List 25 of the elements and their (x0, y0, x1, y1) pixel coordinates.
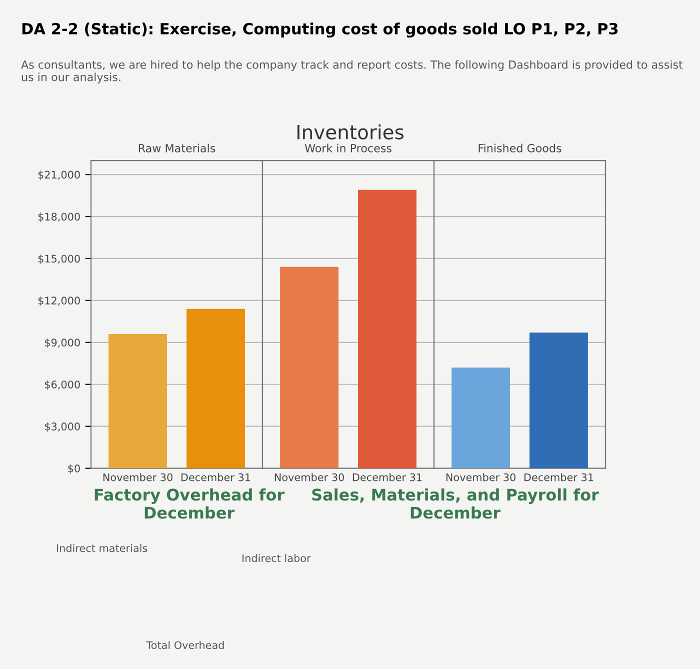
y-tick-label: $0 (68, 464, 80, 474)
text: Indirect materials (57, 544, 148, 552)
y-tick-label: $6,000 (45, 380, 80, 390)
x-tick-label: December 31 (352, 473, 422, 482)
text: Factory Overhead for December (94, 488, 285, 519)
chart-title: Work in Process (304, 144, 392, 152)
text: Sales, Materials, and Payroll for December (312, 488, 599, 519)
x-tick-label: December 31 (181, 473, 250, 482)
y-tick-label: $3,000 (45, 422, 80, 432)
chart-title: Raw Materials (138, 144, 216, 152)
y-tick-label: $9,000 (45, 338, 80, 348)
y-tick-label: $21,000 (38, 170, 80, 180)
x-tick-label: December 31 (524, 473, 594, 482)
text: As consultants, we are hired to help the company track and report costs. The following Dashboard is provided to assist us in our analysis. (21, 60, 683, 84)
text: Indirect labor (242, 554, 311, 562)
x-tick-label: November 30 (274, 473, 344, 482)
text: Total Overhead (146, 641, 224, 650)
chart-title: Finished Goods (478, 144, 562, 152)
y-tick-label: $15,000 (38, 254, 80, 264)
x-tick-label: November 30 (103, 473, 172, 482)
y-tick-label: $18,000 (38, 212, 80, 222)
text: DA 2-2 (Static): Exercise, Computing cost of goods sold LO P1, P2, P3 (22, 22, 618, 38)
x-tick-label: November 30 (446, 473, 516, 482)
y-tick-label: $12,000 (38, 296, 80, 306)
text: Inventories (297, 124, 404, 140)
